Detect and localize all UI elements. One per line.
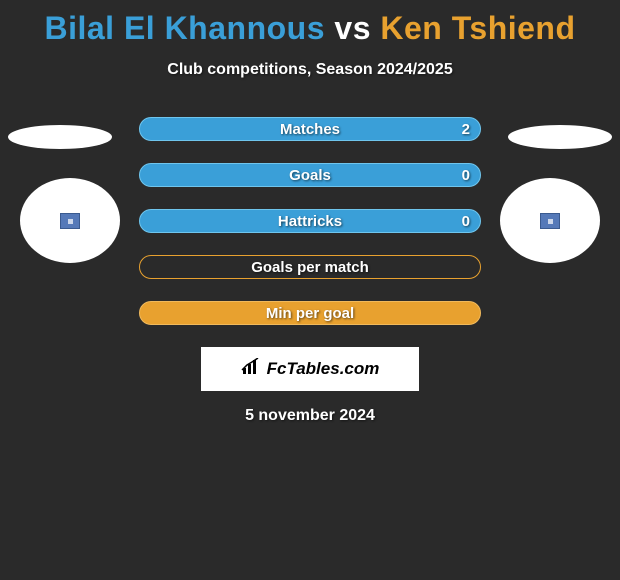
stat-value: 2 [462,121,470,138]
comparison-title: Bilal El Khannous vs Ken Tshiend [0,0,620,47]
subtitle-text: Club competitions, Season 2024/2025 [0,61,620,79]
stat-bar: Min per goal [139,301,481,325]
stat-label: Goals per match [251,259,369,276]
stat-label: Min per goal [266,305,354,322]
stat-row-hattricks: Hattricks 0 [139,209,481,233]
logo-label: FcTables.com [267,359,380,379]
stat-bar: Goals per match [139,255,481,279]
chart-icon [241,358,263,381]
player2-name: Ken Tshiend [380,10,575,46]
stat-bar: Goals 0 [139,163,481,187]
stat-label: Matches [280,121,340,138]
stat-row-min-per-goal: Min per goal [139,301,481,325]
date-text: 5 november 2024 [0,407,620,425]
fctables-logo: FcTables.com [201,347,419,391]
stat-label: Goals [289,167,331,184]
player1-name: Bilal El Khannous [44,10,325,46]
stat-value: 0 [462,167,470,184]
stat-value: 0 [462,213,470,230]
stat-bar: Matches 2 [139,117,481,141]
stats-container: Matches 2 Goals 0 Hattricks 0 Goals per … [0,117,620,325]
stat-bar: Hattricks 0 [139,209,481,233]
stat-row-goals-per-match: Goals per match [139,255,481,279]
vs-text: vs [334,10,371,46]
logo-text: FcTables.com [241,358,380,381]
stat-label: Hattricks [278,213,342,230]
stat-row-matches: Matches 2 [139,117,481,141]
stat-row-goals: Goals 0 [139,163,481,187]
